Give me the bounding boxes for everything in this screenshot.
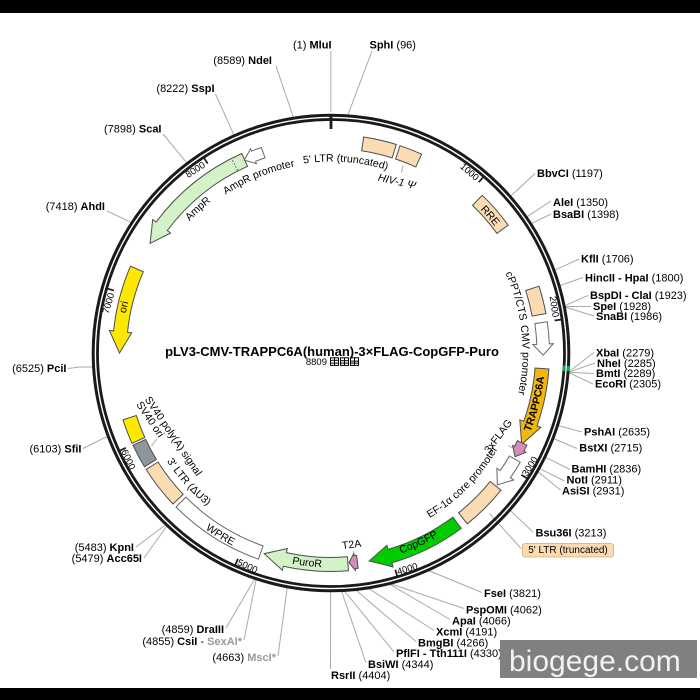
svg-text:(4855) CsiI - SexAI*: (4855) CsiI - SexAI* — [142, 636, 242, 648]
svg-text:(7898) ScaI: (7898) ScaI — [104, 124, 162, 136]
svg-text:(6103) SfiI: (6103) SfiI — [30, 444, 82, 456]
svg-text:PflFI - Tth111I (4330): PflFI - Tth111I (4330) — [396, 648, 502, 660]
svg-text:SpeI (1928): SpeI (1928) — [593, 301, 651, 313]
svg-text:ApaI (4066): ApaI (4066) — [452, 616, 511, 628]
svg-text:BsiWI (4344): BsiWI (4344) — [368, 659, 433, 671]
svg-text:ori: ori — [117, 300, 131, 314]
svg-text:HincII - HpaI (1800): HincII - HpaI (1800) — [585, 273, 683, 285]
svg-text:AleI (1350): AleI (1350) — [553, 197, 608, 209]
svg-text:(1) MluI: (1) MluI — [293, 40, 332, 52]
svg-text:BmgBI (4266): BmgBI (4266) — [418, 638, 488, 650]
svg-text:XbaI (2279): XbaI (2279) — [596, 348, 654, 360]
svg-text:KflI (1706): KflI (1706) — [581, 254, 634, 266]
svg-text:NotI (2911): NotI (2911) — [567, 475, 622, 487]
svg-text:(6525) PciI: (6525) PciI — [12, 363, 66, 375]
svg-text:pLV3-CMV-TRAPPC6A(human)-3×FLA: pLV3-CMV-TRAPPC6A(human)-3×FLAG-CopGFP-P… — [165, 344, 499, 359]
svg-text:T2A: T2A — [341, 538, 363, 552]
svg-text:XcmI (4191): XcmI (4191) — [436, 627, 497, 639]
svg-text:RsrII (4404): RsrII (4404) — [331, 670, 390, 682]
svg-text:BsaBI (1398): BsaBI (1398) — [553, 209, 619, 221]
svg-text:(7418) AhdI: (7418) AhdI — [46, 201, 105, 213]
svg-text:SnaBI (1986): SnaBI (1986) — [596, 311, 662, 323]
svg-text:SphI (96): SphI (96) — [370, 40, 416, 52]
svg-text:5' LTR (truncated): 5' LTR (truncated) — [528, 545, 608, 556]
svg-text:PshAI (2635): PshAI (2635) — [584, 427, 650, 439]
svg-text:EcoRI (2305): EcoRI (2305) — [595, 379, 661, 391]
svg-text:Bsu36I (3213): Bsu36I (3213) — [536, 528, 607, 540]
svg-text:biogege.com: biogege.com — [509, 645, 681, 678]
svg-text:PuroR: PuroR — [291, 555, 322, 570]
svg-text:(4663) MscI*: (4663) MscI* — [212, 652, 276, 664]
svg-text:NheI (2285): NheI (2285) — [597, 358, 656, 370]
svg-text:(5483) KpnI: (5483) KpnI — [75, 542, 134, 554]
svg-text:(8589) NdeI: (8589) NdeI — [213, 55, 272, 67]
svg-text:(5479) Acc65I: (5479) Acc65I — [72, 553, 142, 565]
svg-text:(4859) DraIII: (4859) DraIII — [162, 624, 224, 636]
svg-text:2000: 2000 — [547, 296, 561, 319]
svg-text:AsiSI (2931): AsiSI (2931) — [562, 486, 624, 498]
svg-text:BmtI (2289): BmtI (2289) — [596, 368, 655, 380]
svg-text:BbvCI (1197): BbvCI (1197) — [537, 168, 603, 180]
svg-text:(8222) SspI: (8222) SspI — [156, 83, 214, 95]
svg-text:PspOMI (4062): PspOMI (4062) — [466, 605, 542, 617]
svg-text:FseI (3821): FseI (3821) — [484, 588, 541, 600]
svg-text:BamHI (2836): BamHI (2836) — [572, 464, 642, 476]
svg-text:BspDI - ClaI (1923): BspDI - ClaI (1923) — [590, 290, 687, 302]
svg-text:8809: 8809 — [306, 357, 327, 368]
svg-text:BstXI (2715): BstXI (2715) — [579, 443, 642, 455]
